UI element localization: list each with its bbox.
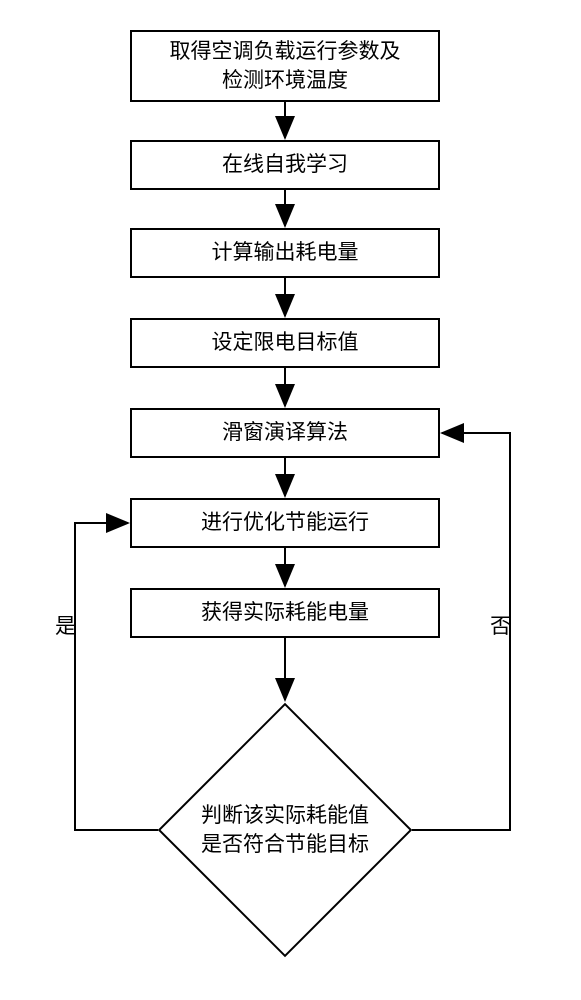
flow-node-7-text: 获得实际耗能电量: [201, 598, 369, 627]
flow-node-5-text: 滑窗演译算法: [222, 418, 348, 447]
flow-node-3: 计算输出耗电量: [130, 228, 440, 278]
edge-label-no: 否: [490, 610, 511, 640]
flow-node-4-text: 设定限电目标值: [212, 328, 359, 357]
flow-node-1: 取得空调负载运行参数及检测环境温度: [130, 30, 440, 102]
flow-node-5: 滑窗演译算法: [130, 408, 440, 458]
flow-node-6: 进行优化节能运行: [130, 498, 440, 548]
flow-node-7: 获得实际耗能电量: [130, 588, 440, 638]
edge-label-yes: 是: [55, 610, 76, 640]
flow-node-2: 在线自我学习: [130, 140, 440, 190]
flow-node-3-text: 计算输出耗电量: [212, 238, 359, 267]
flow-decision: 判断该实际耗能值是否符合节能目标: [195, 740, 375, 920]
flow-decision-text: 判断该实际耗能值是否符合节能目标: [201, 801, 369, 860]
flow-node-2-text: 在线自我学习: [222, 150, 348, 179]
flow-node-6-text: 进行优化节能运行: [201, 508, 369, 537]
flow-node-4: 设定限电目标值: [130, 318, 440, 368]
flow-node-1-text: 取得空调负载运行参数及检测环境温度: [170, 37, 401, 96]
